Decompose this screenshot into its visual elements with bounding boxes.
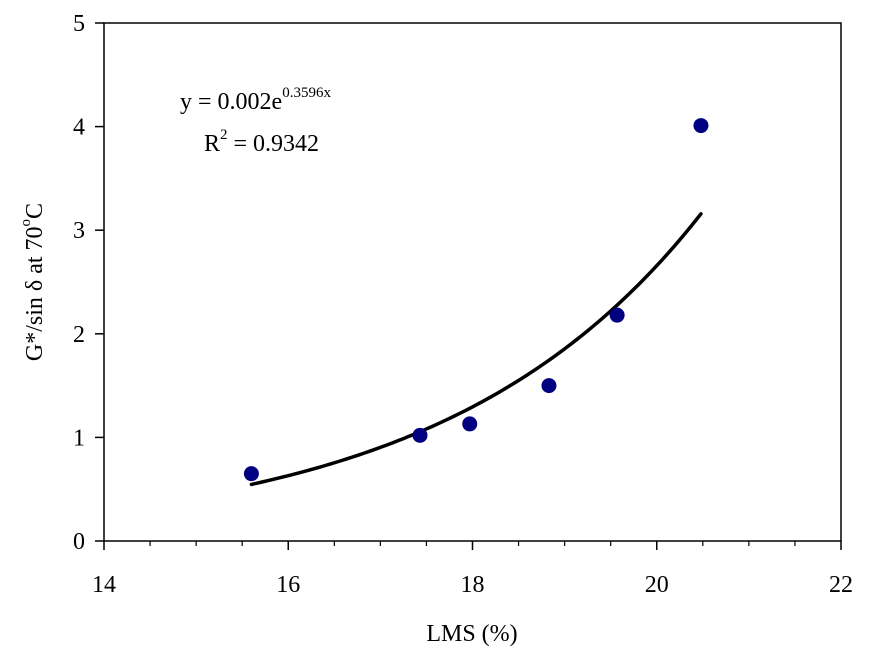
- data-point: [412, 427, 428, 443]
- data-point: [462, 416, 478, 432]
- x-tick-label: 18: [461, 572, 485, 598]
- y-tick-label: 5: [73, 11, 85, 37]
- y-axis-title-unit: C: [22, 203, 48, 219]
- data-point: [243, 466, 259, 482]
- x-minor-ticks: [149, 541, 796, 546]
- x-tick-label: 22: [829, 572, 853, 598]
- axis-major-ticks: [95, 22, 842, 550]
- plot-area: [103, 22, 842, 542]
- trendline: [249, 212, 703, 487]
- data-points: [243, 118, 709, 482]
- y-tick-label: 4: [73, 115, 85, 141]
- y-axis-title-degree: o: [18, 219, 34, 227]
- y-tick-labels: 0 1 2 3 4 5: [73, 11, 85, 555]
- data-point: [541, 378, 557, 394]
- r2-value: = 0.9342: [228, 131, 320, 157]
- x-tick-label: 16: [276, 572, 300, 598]
- y-tick-label: 1: [73, 425, 85, 451]
- x-tick-labels: 14 16 18 20 22: [92, 572, 853, 598]
- equation-prefix: y = 0.002e: [180, 89, 282, 115]
- r2-superscript: 2: [220, 127, 228, 143]
- x-tick-label: 20: [645, 572, 669, 598]
- r2-prefix: R: [204, 131, 220, 157]
- r-squared: R2 = 0.9342: [204, 127, 319, 157]
- y-tick-label: 0: [73, 529, 85, 555]
- x-axis-title: LMS (%): [426, 621, 517, 647]
- trendline-equation: y = 0.002e0.3596x: [180, 85, 331, 115]
- y-tick-label: 3: [73, 218, 85, 244]
- data-point: [609, 307, 625, 323]
- equation-exponent: 0.3596x: [282, 85, 331, 101]
- y-tick-label: 2: [73, 322, 85, 348]
- y-axis-title: G*/sin δ at 70oC: [18, 203, 48, 361]
- x-tick-label: 14: [92, 572, 116, 598]
- data-point: [693, 118, 709, 134]
- y-axis-title-main: G*/sin δ at 70: [22, 226, 48, 361]
